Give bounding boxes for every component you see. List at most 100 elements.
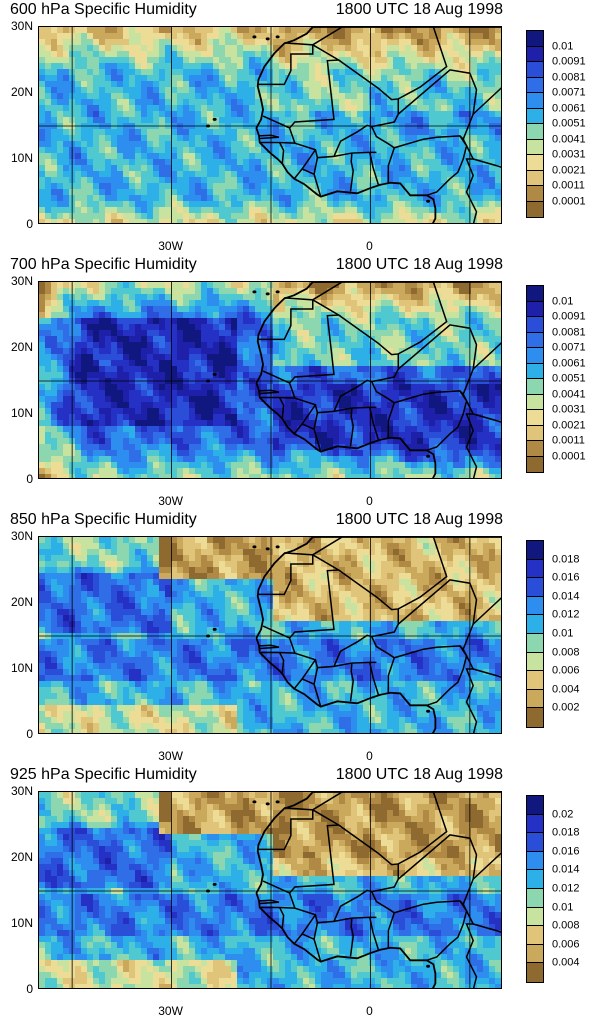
colorbar-label: 0.0081 (552, 71, 586, 83)
colorbar-swatch (527, 155, 543, 171)
country-border (288, 608, 400, 669)
colorbar-swatch (527, 441, 543, 457)
map-plot (38, 791, 502, 989)
country-border (259, 389, 280, 395)
colorbar-label: 0.008 (552, 646, 580, 659)
colorbar-label: 0.008 (552, 919, 580, 932)
colorbar-swatch (527, 286, 543, 302)
country-border (293, 168, 303, 180)
colorbar-label: 0.0051 (552, 117, 586, 130)
colorbar-label: 0.0011 (552, 434, 585, 447)
latitude-label: 0 (26, 982, 33, 996)
latitude-label: 30N (10, 274, 33, 288)
colorbar-swatch (527, 363, 543, 379)
island (265, 802, 270, 806)
colorbar-swatch (527, 348, 543, 364)
latitude-label: 20N (10, 85, 33, 99)
colorbar-swatch (527, 851, 543, 871)
country-border (259, 906, 295, 909)
colorbar (526, 30, 544, 218)
map-plot (38, 26, 502, 224)
island (206, 889, 211, 893)
panel-time: 1800 UTC 18 Aug 1998 (335, 256, 503, 273)
colorbar-swatch (527, 456, 543, 472)
colorbar-swatch (527, 633, 543, 653)
country-border (472, 87, 501, 115)
country-border (301, 149, 317, 175)
coastline (255, 792, 501, 988)
island (252, 35, 257, 39)
colorbar-label: 0.01 (552, 40, 574, 52)
colorbar-swatch (527, 93, 543, 109)
island (212, 627, 217, 631)
colorbar-label: 0.012 (552, 882, 580, 895)
colorbar-label: 0.0071 (552, 341, 586, 354)
country-border (278, 397, 285, 419)
country-border (333, 151, 377, 158)
island (206, 379, 211, 383)
country-border (371, 324, 478, 404)
longitude-label: 30W (158, 749, 183, 763)
coastline (255, 27, 501, 223)
country-border (369, 152, 380, 185)
colorbar-swatch (527, 870, 543, 889)
colorbar-swatch (527, 541, 543, 560)
island (275, 545, 280, 549)
humidity-panel-1: 700 hPa Specific Humidity 1800 UTC 18 Aug… (0, 255, 600, 510)
humidity-panel-3: 925 hPa Specific Humidity 1800 UTC 18 Aug… (0, 765, 600, 1020)
colorbar-swatch (527, 814, 543, 834)
island (252, 290, 257, 294)
country-border (387, 402, 396, 438)
colorbar (526, 540, 544, 728)
colorbar-swatch (527, 31, 543, 47)
colorbar-label: 0.006 (552, 664, 580, 677)
country-border (312, 282, 448, 356)
latitude-label: 30N (10, 529, 33, 543)
latitude-label: 0 (26, 217, 33, 231)
longitude-label: 0 (366, 239, 373, 253)
country-border (278, 652, 285, 674)
country-border (259, 651, 295, 654)
island (275, 290, 280, 294)
latitude-label: 30N (10, 784, 33, 798)
country-border (259, 899, 280, 905)
longitude-label: 30W (158, 239, 183, 253)
colorbar-label: 0.0031 (552, 148, 586, 161)
colorbar-label: 0.0091 (552, 310, 586, 323)
latitude-label: 10N (10, 916, 33, 930)
country-border (278, 907, 285, 929)
colorbar-swatch (527, 410, 543, 426)
colorbar-swatch (527, 186, 543, 202)
colorbar-label: 0.0081 (552, 326, 586, 338)
island (275, 35, 280, 39)
colorbar-swatch (527, 578, 543, 597)
colorbar-label: 0.01 (552, 901, 574, 914)
country-border (333, 661, 377, 668)
colorbar-label: 0.004 (552, 683, 580, 696)
colorbar-swatch (527, 708, 543, 727)
country-border (293, 933, 303, 945)
colorbar-swatch (527, 301, 543, 317)
island (265, 292, 270, 296)
colorbar-label: 0.002 (552, 701, 580, 714)
colorbar-swatch (527, 944, 543, 964)
colorbar-swatch (527, 201, 543, 217)
island (252, 800, 257, 804)
contour-field (39, 537, 501, 733)
country-border (312, 27, 448, 101)
longitude-label: 30W (158, 494, 183, 508)
colorbar-swatch (527, 888, 543, 908)
colorbar-label: 0.014 (552, 863, 580, 876)
colorbar-label: 0.0041 (552, 388, 586, 400)
contour-field (39, 27, 501, 223)
colorbar-swatch (527, 62, 543, 78)
island (265, 547, 270, 551)
colorbar-label: 0.01 (552, 295, 574, 307)
colorbar-swatch (527, 963, 543, 982)
colorbar-swatch (527, 108, 543, 124)
longitude-label: 0 (366, 494, 373, 508)
country-border (472, 342, 501, 370)
country-border (349, 918, 354, 957)
country-border (301, 404, 317, 430)
colorbar-label: 0.0071 (552, 86, 586, 99)
